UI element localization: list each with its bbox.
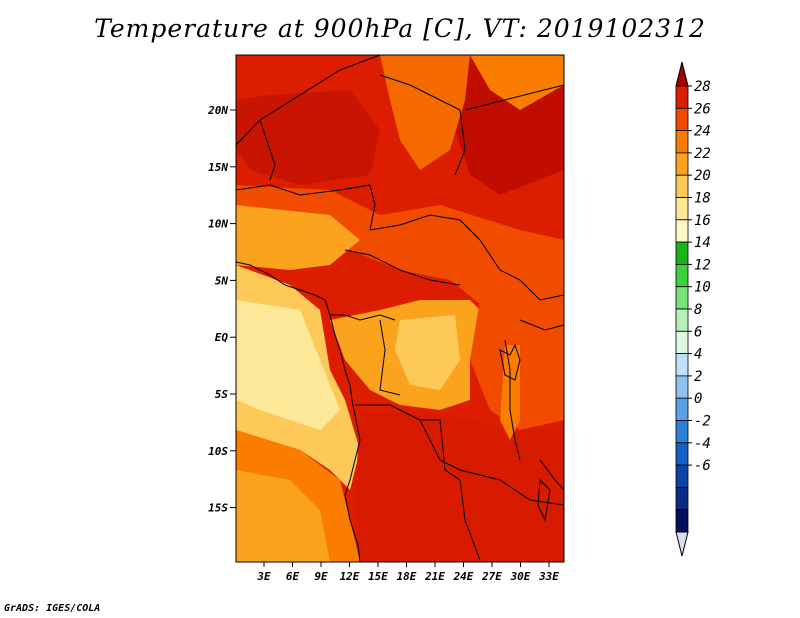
- grads-credit: GrADS: IGES/COLA: [4, 603, 101, 614]
- colorbar-segment: [675, 286, 689, 310]
- colorbar-segment: [675, 397, 689, 421]
- border-east-4: [539, 459, 564, 491]
- colorbar-segment: [675, 375, 689, 399]
- border-central-1: [236, 184, 376, 231]
- field-southwest-light: [236, 470, 330, 562]
- lon-label: 9E: [314, 570, 328, 583]
- colorbar-label: -6: [694, 458, 711, 474]
- lat-label: 15S: [208, 502, 228, 515]
- lon-label: 33E: [538, 570, 559, 583]
- lat-label: 5S: [215, 388, 229, 401]
- colorbar-label: 18: [694, 191, 711, 207]
- lon-label: 3E: [256, 570, 271, 583]
- field-band-west: [236, 205, 360, 270]
- colorbar-segment: [675, 174, 689, 198]
- temperature-field: [236, 55, 564, 562]
- colorbar-label: 4: [694, 347, 702, 363]
- lake-outline-1: [499, 343, 521, 381]
- border-south-1: [355, 404, 481, 561]
- colorbar-segment: [675, 486, 689, 511]
- field-ocean-cool: [236, 300, 340, 430]
- border-east-1: [464, 84, 564, 111]
- field-warm-tongue: [380, 55, 470, 170]
- field-core-north: [236, 55, 564, 195]
- border-east-3: [519, 319, 564, 331]
- colorbar-label: 12: [694, 257, 711, 273]
- colorbar-bottom-arrow: [675, 531, 689, 557]
- colorbar-segment: [675, 420, 689, 444]
- colorbar-label: 24: [694, 124, 711, 140]
- colorbar-label: 2: [694, 369, 702, 385]
- colorbar-label: 6: [694, 324, 702, 340]
- colorbar-segment: [675, 152, 689, 176]
- colorbar-label: -2: [694, 414, 711, 430]
- lat-label: 10N: [208, 218, 228, 231]
- colorbar-segment: [675, 509, 689, 533]
- lat-label: 20N: [207, 104, 228, 117]
- colorbar-segment: [675, 197, 689, 221]
- lon-label: 15E: [368, 570, 388, 583]
- colorbar-label: 16: [694, 213, 711, 229]
- colorbar-label: -4: [694, 436, 711, 452]
- colorbar-label: 8: [694, 302, 702, 318]
- country-borders: [236, 55, 564, 562]
- border-east-2: [504, 339, 521, 461]
- colorbar-label: 28: [694, 79, 711, 95]
- border-north-1: [236, 55, 381, 146]
- border-north-2: [379, 74, 466, 176]
- colorbar-segment: [675, 130, 689, 154]
- colorbar-label: 20: [694, 168, 711, 184]
- colorbar-segment: [675, 263, 689, 288]
- lon-label: 30E: [510, 570, 531, 583]
- colorbar-top-arrow: [675, 61, 689, 87]
- border-congo-1: [330, 314, 396, 321]
- field-south-interior: [355, 410, 564, 562]
- colorbar-segment: [675, 330, 689, 354]
- border-central-2: [369, 214, 564, 301]
- colorbar-segment: [675, 353, 689, 377]
- field-warm-north-east: [470, 55, 564, 110]
- colorbar-segment: [675, 464, 689, 488]
- colorbar-segment: [675, 85, 689, 109]
- colorbar-label: 14: [694, 235, 711, 251]
- border-central-3: [344, 249, 461, 286]
- lon-axis: 3E 6E 9E 12E 15E 18E 21E 24E 27E 30E 33E: [256, 562, 559, 583]
- border-north-3: [259, 119, 276, 181]
- lat-axis: 20N 15N 10N 5N EQ 5S 10S 15S: [207, 104, 236, 515]
- colorbar-label: 26: [694, 101, 711, 117]
- chart-title: Temperature at 900hPa [C], VT: 201910231…: [94, 14, 706, 43]
- coastline-west: [236, 261, 361, 562]
- border-south-2: [419, 419, 564, 506]
- colorbar-segment: [675, 241, 689, 265]
- colorbar-segment: [675, 107, 689, 132]
- colorbar-label: 0: [694, 391, 702, 407]
- lon-label: 27E: [481, 570, 502, 583]
- colorbar-label: 22: [694, 146, 711, 162]
- lat-label: 15N: [208, 161, 228, 174]
- border-congo-2: [379, 319, 401, 396]
- colorbar-label: 10: [694, 280, 711, 296]
- colorbar-segment: [675, 442, 689, 466]
- lat-label: EQ: [215, 331, 229, 344]
- colorbar-segment: [675, 308, 689, 332]
- lon-label: 21E: [424, 570, 445, 583]
- lat-label: 10S: [208, 445, 228, 458]
- lon-label: 6E: [286, 570, 300, 583]
- lon-label: 12E: [340, 570, 360, 583]
- lon-label: 18E: [397, 570, 417, 583]
- colorbar-segment: [675, 219, 689, 243]
- field-core-sahel: [236, 90, 380, 185]
- map-frame: [235, 54, 565, 563]
- lat-label: 5N: [215, 274, 229, 287]
- lon-label: 24E: [453, 570, 474, 583]
- lake-outline-2: [537, 478, 551, 522]
- field-congo-inner: [395, 315, 460, 390]
